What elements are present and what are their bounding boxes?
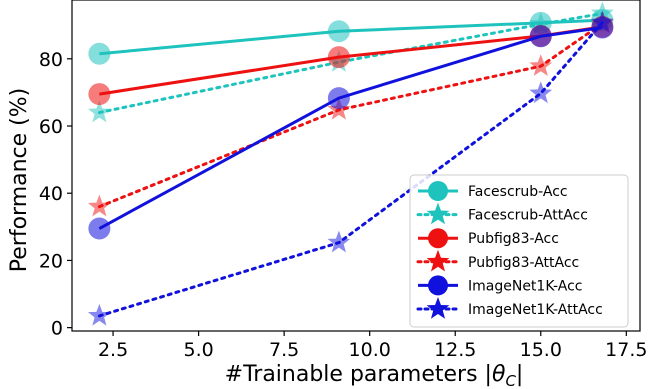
legend-marker — [426, 249, 450, 272]
x-axis-label: #Trainable parameters |θC| — [225, 362, 524, 389]
data-point — [88, 83, 111, 106]
legend-entry: Pubfig83-AttAcc — [416, 249, 579, 272]
data-point — [529, 81, 553, 104]
data-point — [529, 12, 553, 34]
data-point — [87, 100, 111, 123]
x-tick-label: 5.0 — [183, 339, 213, 361]
x-tick-label: 10.0 — [349, 339, 391, 361]
legend-entry: ImageNet1K-Acc — [418, 275, 583, 296]
y-tick-label: 60 — [39, 116, 63, 138]
data-point — [529, 25, 552, 48]
series-imagenet1k-attacc — [87, 10, 614, 326]
data-point — [327, 87, 350, 110]
data-point — [327, 230, 351, 253]
series-line — [99, 18, 603, 56]
legend-marker — [428, 228, 448, 249]
y-tick-label: 40 — [39, 183, 63, 205]
series-line — [98, 26, 603, 230]
y-tick-label: 80 — [39, 49, 63, 71]
plot-frame — [71, 0, 641, 332]
legend: Facescrub-Acc Facescrub-AttAcc Pubfig83-Ac… — [409, 174, 629, 328]
data-point — [88, 42, 111, 65]
series-line — [97, 22, 604, 209]
axes-layer: 2.5 5.0 7.5 10.0 12.5 15.0 17.5 0 20 40 60 80 — [39, 0, 647, 361]
data-point — [327, 20, 350, 43]
series-layer — [87, 1, 614, 326]
legend-marker — [426, 297, 450, 319]
legend-entry: Facescrub-Acc — [418, 181, 568, 201]
legend-entry: Pubfig83-Acc — [418, 228, 559, 249]
x-tick-label: 12.5 — [434, 339, 476, 361]
data-point — [327, 46, 350, 69]
x-tick-label: 17.5 — [605, 339, 647, 361]
legend-box — [409, 174, 629, 328]
y-tick-label: 20 — [39, 250, 63, 272]
x-tick-label: 15.0 — [520, 339, 562, 361]
legend-label: ImageNet1K-Acc — [468, 278, 583, 294]
y-tick-label: 0 — [51, 318, 63, 340]
series-line — [97, 11, 604, 115]
data-point — [87, 194, 111, 217]
data-point — [590, 10, 614, 33]
x-tick-label: 7.5 — [269, 339, 299, 361]
data-point — [88, 217, 111, 240]
data-point — [529, 54, 553, 76]
legend-entry: Facescrub-AttAcc — [416, 202, 588, 225]
legend-marker — [426, 202, 450, 225]
legend-marker — [428, 275, 448, 296]
legend-label: Pubfig83-AttAcc — [468, 255, 579, 271]
series-line — [97, 21, 604, 318]
legend-label: Facescrub-Acc — [468, 184, 568, 200]
legend-label: Pubfig83-Acc — [468, 231, 559, 247]
x-tick-label: 2.5 — [98, 339, 128, 361]
y-axis-label: Performance (%) — [7, 88, 32, 272]
data-point — [87, 303, 111, 326]
legend-entry: ImageNet1K-AttAcc — [416, 297, 603, 319]
legend-marker — [428, 181, 448, 201]
legend-label: Facescrub-AttAcc — [468, 208, 588, 224]
legend-label: ImageNet1K-AttAcc — [468, 302, 603, 318]
